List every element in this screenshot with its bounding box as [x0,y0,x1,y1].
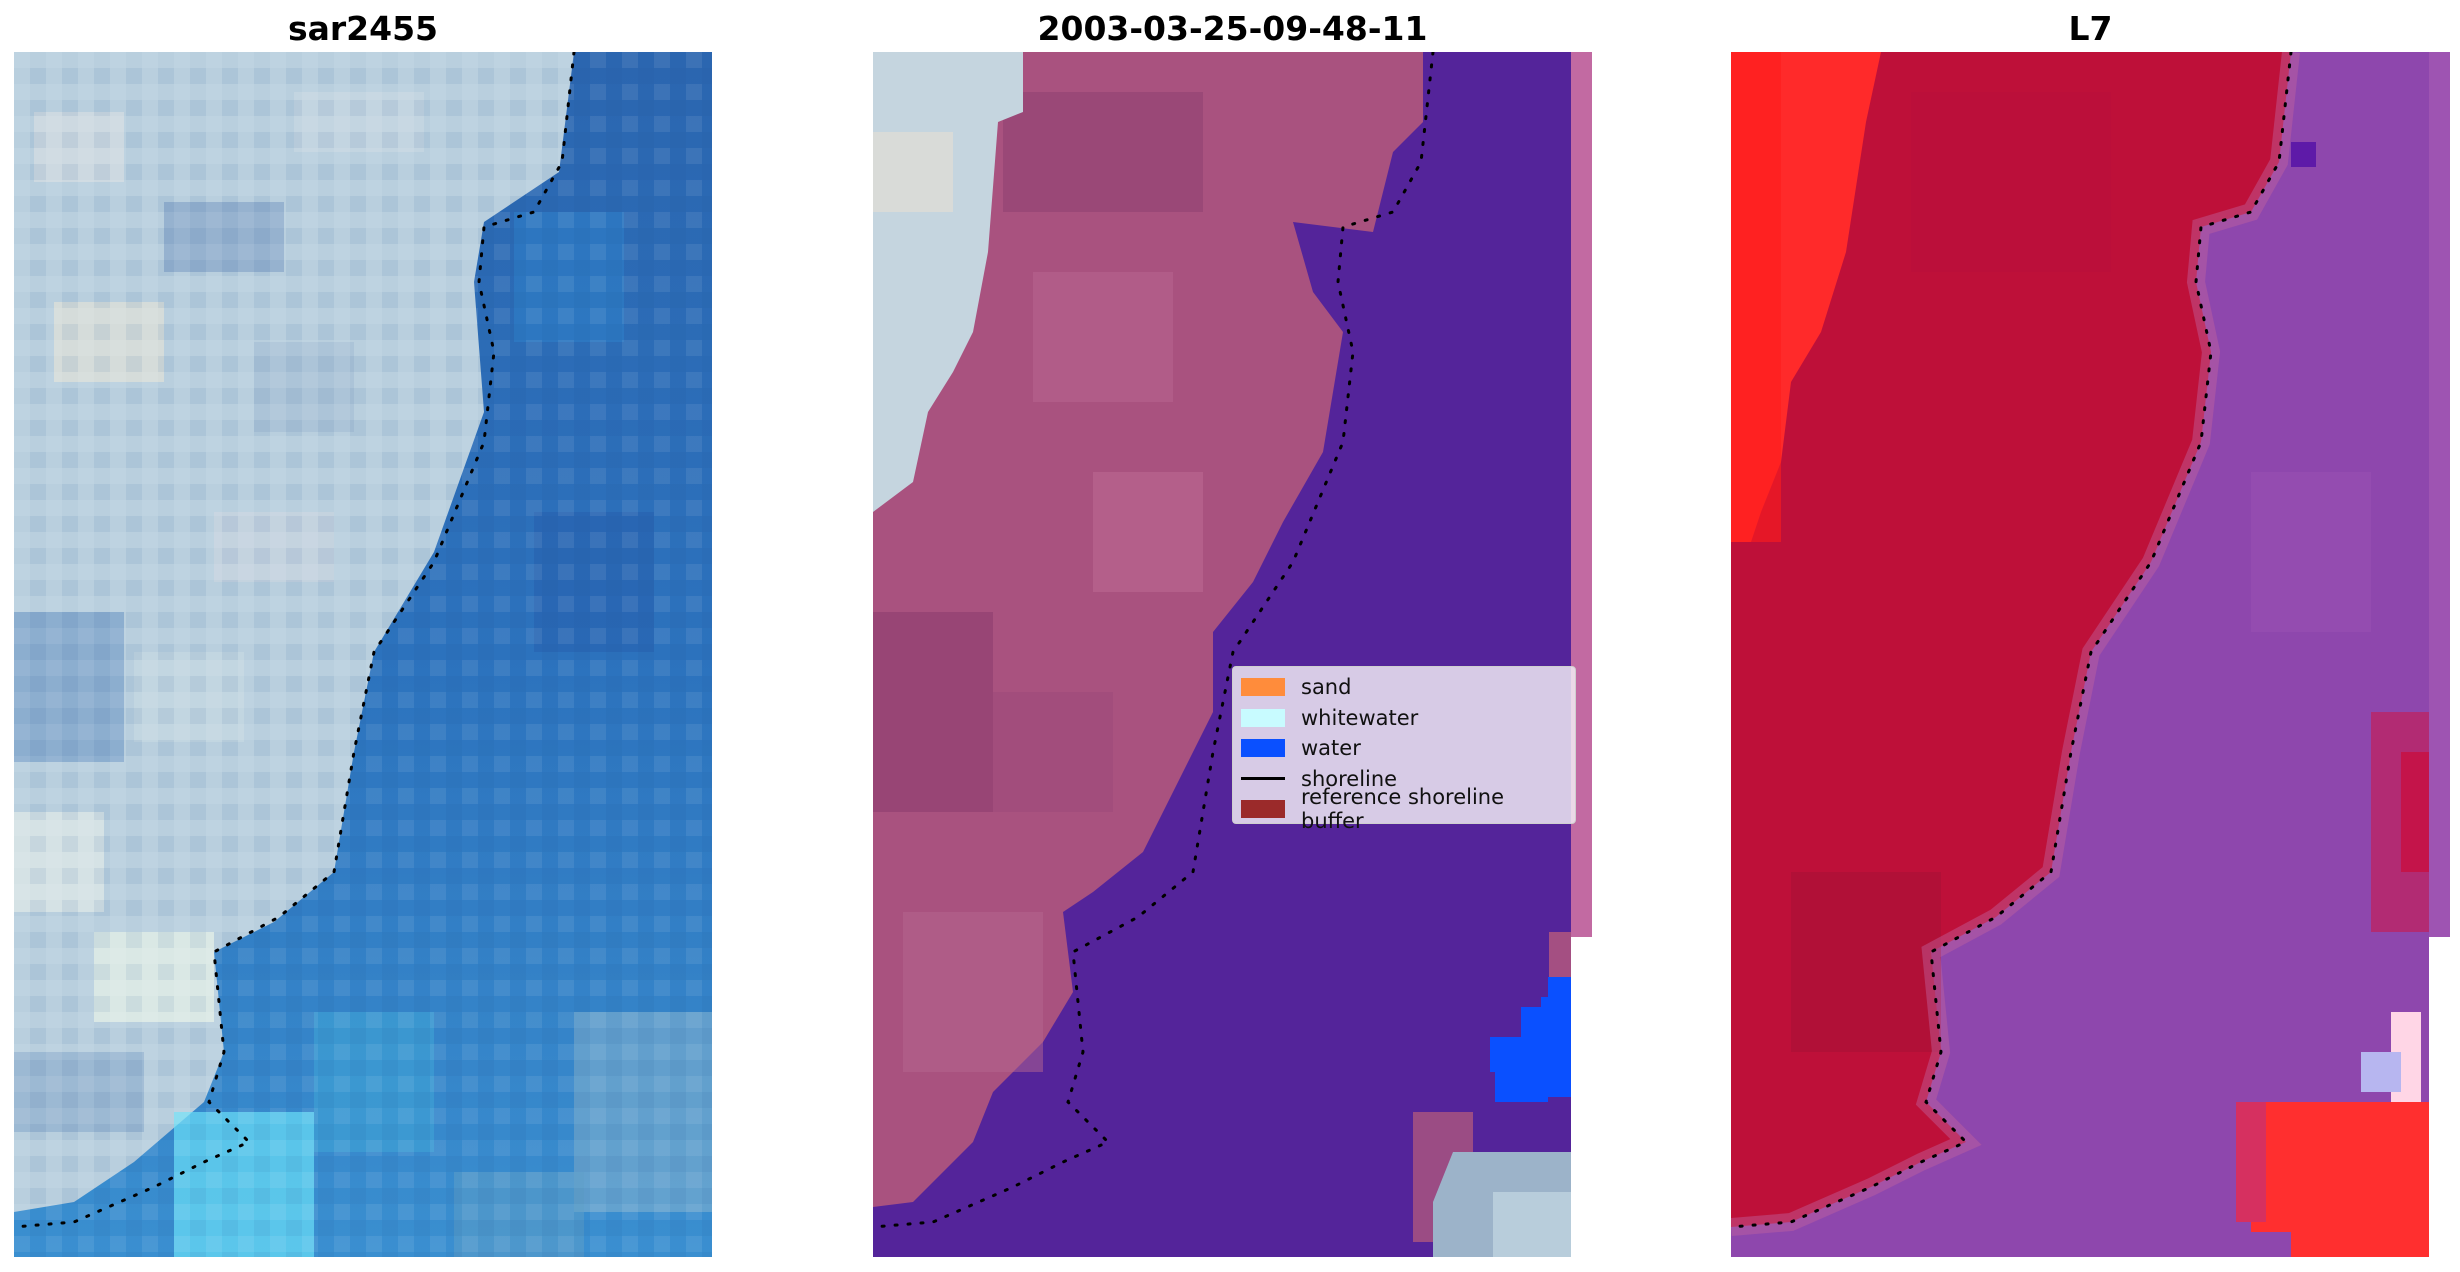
reference-buffer-swatch [1241,800,1285,819]
shoreline-line-swatch [1241,777,1285,781]
legend-label-reference-shoreline-buffer: reference shoreline buffer [1301,785,1505,834]
rgb-satellite-image [14,52,712,1257]
legend-item-whitewater: whitewater [1241,703,1567,734]
legend-item-sand: sand [1241,672,1567,703]
legend: sand whitewater water shoreline referenc… [1232,666,1576,833]
legend-item-water: water [1241,733,1567,764]
legend-label-shoreline: shoreline [1301,766,1398,791]
sand-swatch [1241,678,1285,697]
legend-label-sand: sand [1301,675,1352,700]
index-image [1731,52,2450,1257]
panel-title-rgb: sar2455 [287,9,439,48]
classified-image [873,52,1592,1257]
legend-label-water: water [1301,736,1361,761]
water-swatch [1241,739,1285,758]
legend-item-reference-shoreline-buffer: reference shoreline buffer [1241,785,1567,833]
legend-label-whitewater: whitewater [1301,705,1419,730]
panel-title-index: L7 [2068,9,2113,48]
legend-item-shoreline: shoreline [1241,764,1567,795]
panel-title-classified: 2003-03-25-09-48-11 [1037,9,1428,48]
whitewater-swatch [1241,708,1285,727]
